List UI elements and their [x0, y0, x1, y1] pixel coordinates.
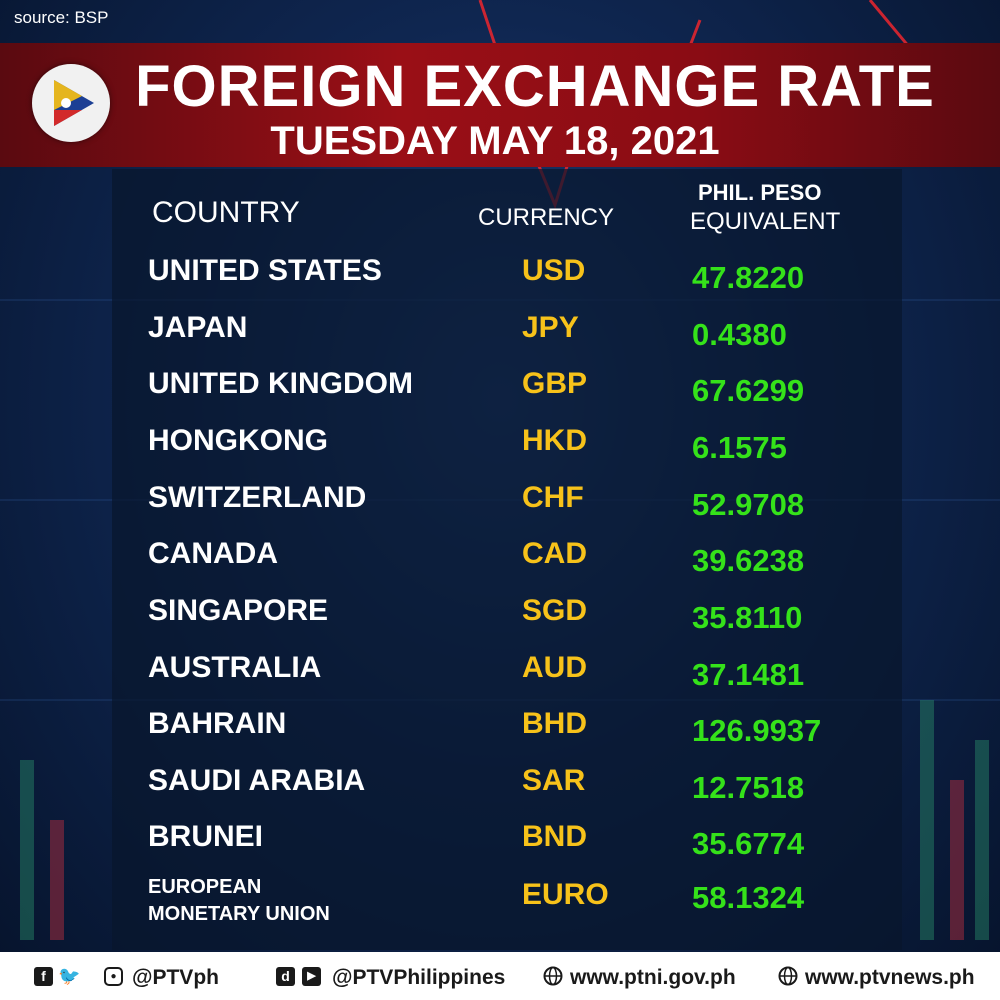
social-handle-ptvph[interactable]: @PTVph [132, 966, 219, 989]
country-name: JAPAN [148, 311, 248, 344]
facebook-icon[interactable]: f [34, 967, 53, 986]
currency-code: BHD [522, 707, 587, 740]
social-handle-ptvphilippines[interactable]: @PTVPhilippines [332, 966, 506, 989]
title-banner [0, 43, 1000, 167]
country-name: SINGAPORE [148, 594, 329, 627]
rate-row: UNITED STATES USD 47.8220 [0, 254, 1000, 310]
country-name: UNITED STATES [148, 254, 382, 287]
rate-row: HONGKONG HKD 6.1575 [0, 424, 1000, 480]
globe-icon [778, 966, 798, 986]
currency-code: BND [522, 820, 587, 853]
rate-row: BAHRAIN BHD 126.9937 [0, 707, 1000, 763]
header-country: COUNTRY [152, 196, 300, 229]
peso-value: 35.8110 [692, 600, 803, 635]
peso-value: 12.7518 [692, 770, 805, 805]
website-ptni[interactable]: www.ptni.gov.ph [570, 966, 736, 989]
currency-code: USD [522, 254, 586, 287]
country-name-line1: EUROPEAN [148, 876, 262, 898]
rate-row: EUROPEAN MONETARY UNION EURO 58.1324 [0, 874, 1000, 930]
website-ptvnews[interactable]: www.ptvnews.ph [805, 966, 975, 989]
currency-code: CHF [522, 481, 584, 514]
currency-code: SGD [522, 594, 588, 627]
peso-value: 58.1324 [692, 880, 805, 915]
rate-row: BRUNEI BND 35.6774 [0, 820, 1000, 876]
rates-panel [112, 169, 902, 950]
rate-row: SINGAPORE SGD 35.8110 [0, 594, 1000, 650]
country-name: AUSTRALIA [148, 651, 322, 684]
country-name: HONGKONG [148, 424, 328, 457]
peso-value: 52.9708 [692, 487, 805, 522]
header-peso-line2: EQUIVALENT [690, 208, 841, 235]
peso-value: 6.1575 [692, 430, 787, 465]
header-peso-equivalent: PHIL. PESO EQUIVALENT [690, 180, 860, 236]
instagram-icon[interactable]: ● [104, 967, 123, 986]
page-date: TUESDAY MAY 18, 2021 [270, 119, 720, 163]
currency-code: AUD [522, 651, 587, 684]
country-name: SWITZERLAND [148, 481, 367, 514]
country-name: UNITED KINGDOM [148, 367, 413, 400]
peso-value: 126.9937 [692, 713, 822, 748]
globe-icon [543, 966, 563, 986]
country-name: CANADA [148, 537, 278, 570]
footer-bar [0, 952, 1000, 1000]
rate-row: JAPAN JPY 0.4380 [0, 311, 1000, 367]
currency-code: SAR [522, 764, 586, 797]
country-name-line2: MONETARY UNION [148, 903, 330, 925]
peso-value: 0.4380 [692, 317, 787, 352]
rate-row: UNITED KINGDOM GBP 67.6299 [0, 367, 1000, 423]
country-name: BAHRAIN [148, 707, 287, 740]
twitter-icon[interactable]: 🐦 [58, 966, 81, 986]
youtube-icon[interactable]: ▶ [302, 967, 321, 986]
rate-row: AUSTRALIA AUD 37.1481 [0, 651, 1000, 707]
currency-code: EURO [522, 878, 609, 911]
peso-value: 67.6299 [692, 373, 805, 408]
country-name: SAUDI ARABIA [148, 764, 366, 797]
peso-value: 39.6238 [692, 543, 805, 578]
country-name: EUROPEAN MONETARY UNION [148, 874, 330, 928]
currency-code: JPY [522, 311, 579, 344]
page-title: FOREIGN EXCHANGE RATE [135, 54, 935, 119]
source-label: source: BSP [14, 8, 109, 27]
ptv-logo [32, 64, 110, 142]
currency-code: HKD [522, 424, 587, 457]
tiktok-icon[interactable]: d [276, 967, 295, 986]
country-name: BRUNEI [148, 820, 264, 853]
rate-row: CANADA CAD 39.6238 [0, 537, 1000, 593]
rate-row: SAUDI ARABIA SAR 12.7518 [0, 764, 1000, 820]
currency-code: CAD [522, 537, 587, 570]
rate-row: SWITZERLAND CHF 52.9708 [0, 481, 1000, 537]
currency-code: GBP [522, 367, 588, 400]
header-peso-line1: PHIL. PESO [698, 180, 822, 205]
peso-value: 35.6774 [692, 826, 805, 861]
header-currency: CURRENCY [478, 204, 615, 231]
peso-value: 47.8220 [692, 260, 805, 295]
peso-value: 37.1481 [692, 657, 805, 692]
